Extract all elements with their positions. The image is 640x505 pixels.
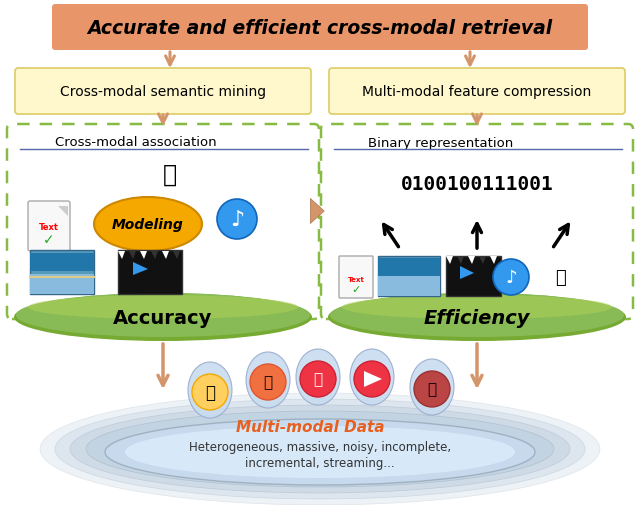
Circle shape xyxy=(217,199,257,239)
Polygon shape xyxy=(129,251,136,260)
Polygon shape xyxy=(118,251,125,260)
Polygon shape xyxy=(457,257,464,265)
Text: 🚗: 🚗 xyxy=(163,163,177,187)
Text: Accurate and efficient cross-modal retrieval: Accurate and efficient cross-modal retri… xyxy=(88,19,552,37)
Polygon shape xyxy=(479,257,486,265)
FancyBboxPatch shape xyxy=(30,250,94,294)
Ellipse shape xyxy=(16,293,310,337)
Polygon shape xyxy=(364,371,382,387)
Polygon shape xyxy=(140,251,147,260)
Text: ✓: ✓ xyxy=(351,284,361,294)
Ellipse shape xyxy=(28,295,298,319)
Text: ♪: ♪ xyxy=(505,269,516,286)
FancyBboxPatch shape xyxy=(446,257,501,296)
FancyBboxPatch shape xyxy=(15,69,311,115)
Text: Accuracy: Accuracy xyxy=(113,308,212,327)
Polygon shape xyxy=(490,257,497,265)
Ellipse shape xyxy=(246,352,290,408)
Ellipse shape xyxy=(330,293,624,337)
Text: Binary representation: Binary representation xyxy=(368,136,513,149)
Ellipse shape xyxy=(328,293,626,341)
Text: incremental, streaming...: incremental, streaming... xyxy=(245,457,395,470)
Bar xyxy=(30,254,94,272)
Ellipse shape xyxy=(14,293,312,341)
Text: ✓: ✓ xyxy=(43,232,55,246)
FancyBboxPatch shape xyxy=(339,257,373,298)
Text: Text: Text xyxy=(39,223,59,232)
Text: Efficiency: Efficiency xyxy=(424,308,531,327)
Circle shape xyxy=(414,371,450,407)
Ellipse shape xyxy=(125,426,515,478)
Ellipse shape xyxy=(40,393,600,505)
Polygon shape xyxy=(468,257,475,265)
Ellipse shape xyxy=(105,419,535,485)
FancyBboxPatch shape xyxy=(28,201,70,251)
Text: ♪: ♪ xyxy=(230,210,244,230)
Circle shape xyxy=(493,260,529,295)
FancyBboxPatch shape xyxy=(7,125,319,319)
Polygon shape xyxy=(173,251,180,260)
FancyBboxPatch shape xyxy=(329,69,625,115)
FancyBboxPatch shape xyxy=(118,250,182,294)
Ellipse shape xyxy=(70,405,570,493)
Circle shape xyxy=(300,361,336,397)
Polygon shape xyxy=(446,257,453,265)
Ellipse shape xyxy=(350,349,394,405)
Polygon shape xyxy=(162,251,169,260)
Text: Multi-modal feature compression: Multi-modal feature compression xyxy=(362,85,591,99)
Ellipse shape xyxy=(94,197,202,251)
Polygon shape xyxy=(58,207,68,217)
Circle shape xyxy=(354,361,390,397)
Polygon shape xyxy=(151,251,158,260)
Ellipse shape xyxy=(188,362,232,418)
Ellipse shape xyxy=(410,359,454,415)
Polygon shape xyxy=(460,267,474,279)
FancyBboxPatch shape xyxy=(378,257,440,296)
Ellipse shape xyxy=(296,349,340,405)
Text: 🚗: 🚗 xyxy=(555,269,565,286)
FancyBboxPatch shape xyxy=(52,5,588,51)
Ellipse shape xyxy=(86,411,554,487)
Text: 🪣: 🪣 xyxy=(264,375,273,390)
Ellipse shape xyxy=(55,399,585,499)
Text: Cross-modal semantic mining: Cross-modal semantic mining xyxy=(60,85,266,99)
Text: Modeling: Modeling xyxy=(112,218,184,231)
Circle shape xyxy=(192,374,228,410)
Text: 0100100111001: 0100100111001 xyxy=(401,175,554,194)
Text: Heterogeneous, massive, noisy, incomplete,: Heterogeneous, massive, noisy, incomplet… xyxy=(189,441,451,453)
Ellipse shape xyxy=(342,295,612,319)
Text: 🔊: 🔊 xyxy=(314,372,323,387)
Bar xyxy=(378,276,440,296)
Circle shape xyxy=(250,364,286,400)
Text: 🧭: 🧭 xyxy=(428,382,436,397)
Text: Cross-modal association: Cross-modal association xyxy=(55,136,216,149)
Bar xyxy=(378,259,440,276)
FancyArrowPatch shape xyxy=(310,199,324,224)
Bar xyxy=(30,274,94,294)
FancyBboxPatch shape xyxy=(321,125,633,319)
Text: Multi-modal Data: Multi-modal Data xyxy=(236,420,384,435)
Text: 🏞: 🏞 xyxy=(205,383,215,401)
Polygon shape xyxy=(133,263,148,275)
Text: Text: Text xyxy=(348,276,364,282)
